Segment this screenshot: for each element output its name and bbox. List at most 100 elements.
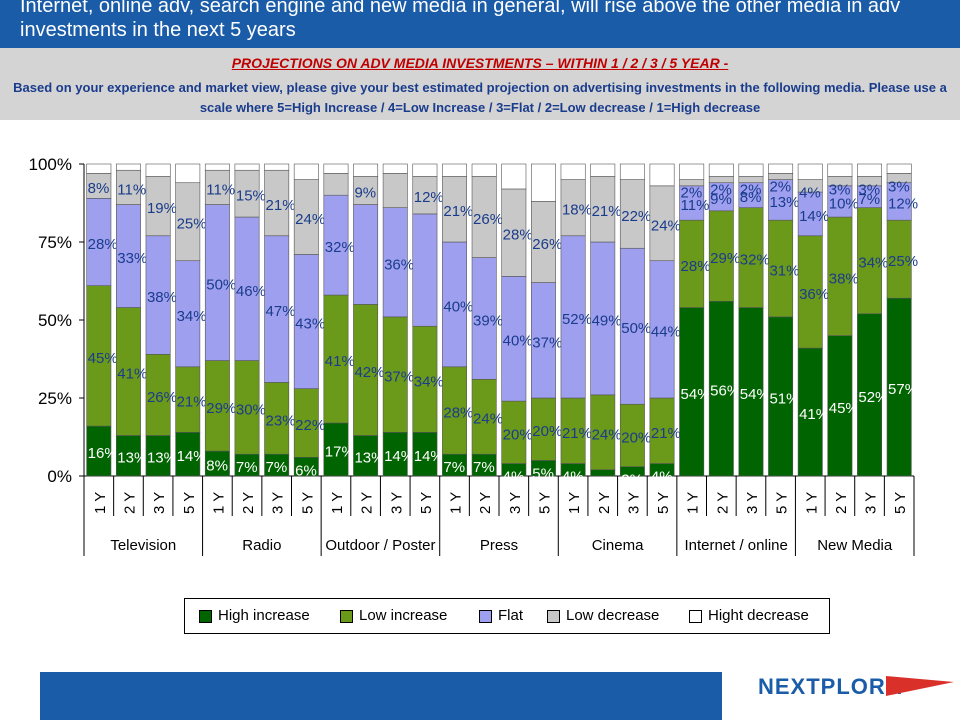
bar-segment [857,207,882,315]
x-tick-label: 1 Y [685,492,702,514]
legend-swatch [340,609,353,623]
bar-segment [531,282,556,399]
data-label: 16% [88,445,118,462]
bar-segment [293,163,319,180]
data-label: 41% [117,365,147,382]
bar-segment [886,163,912,174]
data-label: 36% [799,286,829,303]
bar-segment [857,163,882,177]
x-tick-label: 1 Y [448,492,465,514]
data-label: 37% [384,369,414,386]
y-tick-label: 50% [38,311,72,330]
bar-segment [234,163,260,171]
bar-segment [560,235,586,399]
bar-segment [116,435,141,477]
bar-segment [86,198,112,286]
bar-segment [768,316,794,477]
bar-segment [560,179,586,237]
data-label: 5% [532,465,554,482]
bar-segment [175,260,201,368]
bar-segment [145,435,171,477]
bar-segment [827,216,853,336]
data-label: 42% [354,364,384,381]
x-tick-label: 5 Y [418,492,435,514]
bar-segment [86,163,112,174]
bar-segment [590,241,616,396]
bar-segment [442,163,467,177]
data-label: 39% [473,312,503,329]
bar-segment [886,182,912,221]
data-label: 4% [799,185,821,202]
data-label: 2% [710,181,732,198]
data-label: 47% [266,303,296,320]
legend-swatch [547,609,560,623]
data-label: 54% [740,386,770,403]
x-tick-label: 1 Y [92,492,109,514]
bar-segment [412,176,438,215]
data-label: 8% [88,180,110,197]
data-label: 17% [325,443,355,460]
bar-segment [501,163,527,190]
bar-segment [679,185,705,221]
data-label: 11% [681,197,710,214]
x-tick-label: 2 Y [240,492,257,514]
bar-segment [382,163,408,174]
data-label: 40% [443,298,473,315]
x-tick-label: 1 Y [803,492,820,514]
bar-segment [708,182,734,212]
data-label: 12% [888,195,918,212]
data-label: 28% [681,258,711,275]
bar-segment [442,176,467,243]
data-label: 14% [384,448,414,465]
bar-segment [145,235,171,355]
group-label: Television [110,537,176,554]
legend-item-flat: Flat [479,607,523,625]
data-label: 20% [503,426,533,443]
bar-segment [382,173,408,208]
group-label: Press [480,537,518,554]
y-tick-label: 75% [38,233,72,252]
data-label: 26% [473,211,503,228]
bar-segment [649,260,675,399]
bar-segment [590,163,616,177]
legend-item-low-increase: Low increase [340,607,447,625]
legend-label: High increase [218,607,310,624]
data-label: 3% [858,181,880,198]
bar-segment [264,382,290,455]
data-label: 34% [414,373,444,390]
data-label: 21% [266,197,296,214]
data-label: 45% [88,350,118,367]
data-label: 56% [710,383,740,400]
data-label: 13% [117,450,147,467]
data-label: 9% [710,191,732,208]
data-label: 32% [740,252,770,269]
bar-segment [353,176,379,205]
bar-segment [204,450,230,477]
data-label: 25% [888,253,918,270]
bar-segment [264,169,290,237]
bar-segment [412,325,438,433]
header-bar: Internet, online adv, search engine and … [0,0,960,48]
bar-segment [827,335,853,477]
bar-segment [116,307,141,436]
data-label: 21% [562,425,592,442]
data-label: 4% [562,469,584,486]
bar-segment [323,294,349,424]
y-tick-label: 100% [29,155,72,174]
data-label: 8% [206,458,228,475]
bar-segment [768,219,794,318]
bar-segment [145,354,171,436]
x-tick-label: 2 Y [477,492,494,514]
data-label: 22% [621,208,651,225]
data-label: 21% [443,203,473,220]
data-label: 40% [503,333,533,350]
data-label: 54% [681,386,711,403]
bar-segment [204,169,230,205]
bar-segment [619,179,645,249]
page-title: Internet, online adv, search engine and … [20,0,901,41]
x-tick-label: 5 Y [774,492,791,514]
data-label: 29% [710,250,740,267]
bar-segment [382,432,408,477]
bar-segment [264,235,290,383]
group-label: Radio [242,537,281,554]
